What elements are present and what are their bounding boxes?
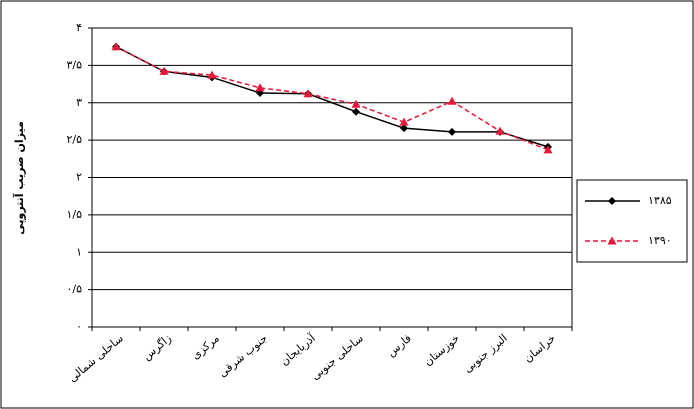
point xyxy=(543,145,553,154)
legend-label: ۱۳۹۰ xyxy=(648,234,672,247)
point xyxy=(351,99,361,108)
series-line xyxy=(115,46,549,151)
series-line xyxy=(115,46,549,148)
y-tick-label: ۲/۵ xyxy=(66,133,82,146)
point xyxy=(111,42,121,51)
point xyxy=(159,66,169,75)
y-tick-label: ۰/۵ xyxy=(66,283,82,296)
point xyxy=(447,96,457,105)
y-tick-label: ۱ xyxy=(76,245,82,258)
y-tick-label: ۴ xyxy=(76,21,82,34)
point xyxy=(495,126,505,135)
y-axis-label: میزان ضریب آنتروپی xyxy=(12,121,26,235)
point xyxy=(352,107,360,116)
point xyxy=(608,197,616,205)
y-tick-label: ۳ xyxy=(76,96,82,109)
point xyxy=(255,83,265,92)
point xyxy=(448,127,456,136)
legend-label: ۱۳۸۵ xyxy=(648,194,672,207)
y-tick-label: ۲ xyxy=(76,171,82,184)
y-tick-label: ۰ xyxy=(76,320,82,333)
point xyxy=(399,117,409,126)
y-tick-label: ۱/۵ xyxy=(66,208,82,221)
y-tick-label: ۳/۵ xyxy=(66,58,82,71)
legend-box xyxy=(576,179,688,263)
point xyxy=(607,236,617,245)
point xyxy=(303,89,313,98)
point xyxy=(400,124,408,133)
point xyxy=(207,70,217,79)
